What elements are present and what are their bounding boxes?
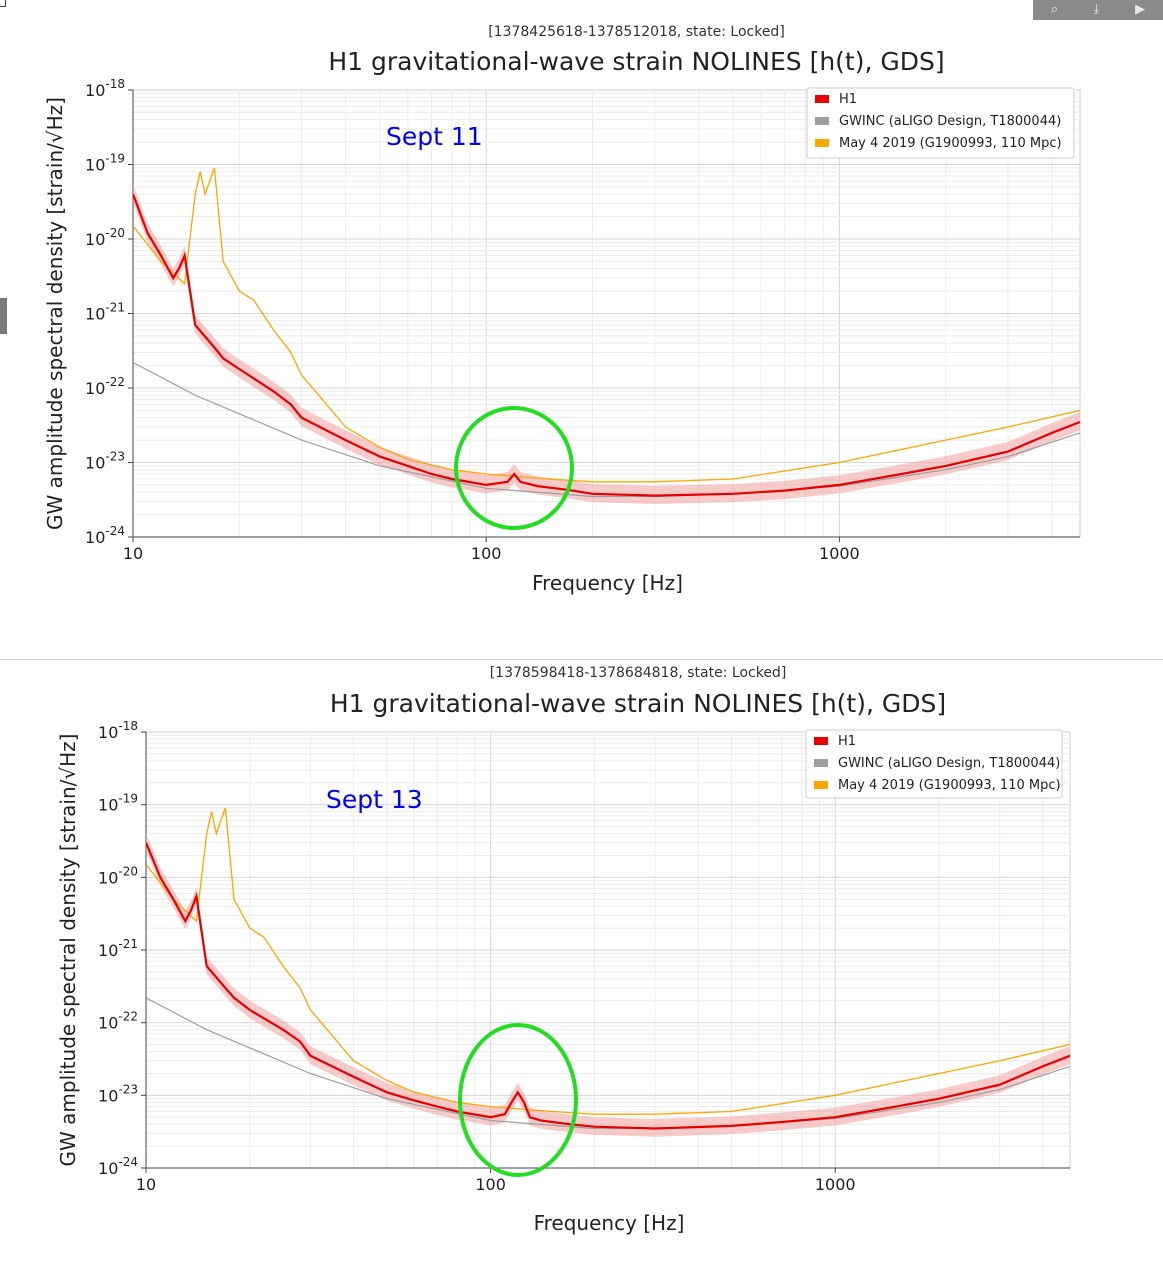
series-may-2019: [146, 807, 1070, 1115]
series-h1: [133, 193, 1080, 497]
y-tick-label: 10-23: [85, 450, 125, 473]
annotation-date: Sept 11: [386, 122, 483, 151]
x-axis-label: Frequency [Hz]: [532, 571, 683, 595]
y-tick-label: 10-23: [98, 1082, 138, 1105]
y-tick-label: 10-19: [98, 792, 138, 815]
series-group: [146, 807, 1070, 1137]
series-gwinc: [146, 997, 1070, 1130]
x-tick-label: 10: [123, 544, 143, 563]
legend-label: May 4 2019 (G1900993, 110 Mpc): [838, 778, 1061, 793]
highlight-circle: [458, 1023, 578, 1177]
highlight-circle: [454, 406, 574, 530]
chart-panel-sept-13: 10 100 1000 10-18 10-19 10-20 10-21 10-22 10-23 1…: [0, 640, 1163, 1261]
legend-label: GWINC (aLIGO Design, T1800044): [839, 114, 1061, 129]
y-tick-label: 10-20: [98, 864, 138, 887]
download-icon[interactable]: ⤓: [1093, 2, 1100, 17]
legend-swatch: [814, 759, 828, 767]
y-tick-label: 10-22: [98, 1010, 138, 1033]
series-may-2019: [133, 167, 1080, 483]
y-tick-label: 10-18: [85, 77, 125, 100]
series-h1: [146, 842, 1070, 1130]
corner-marker: [0, 0, 6, 7]
legend-box: [805, 729, 1063, 799]
y-axis-label: GW amplitude spectral density [strain/√H…: [43, 97, 67, 530]
chart-supertitle: [1378425618-1378512018, state: Locked]: [488, 24, 785, 40]
panel-divider: [0, 659, 1163, 660]
plot-toolbar: ⌕ ⤓ ▶: [1033, 0, 1163, 20]
y-tick-label: 10-24: [85, 524, 125, 547]
chart-sept-11: 10 100 1000 10-18 10-19 10-20 10-21 10-22 10-23 1…: [43, 24, 1081, 595]
legend-label: May 4 2019 (G1900993, 110 Mpc): [839, 136, 1062, 151]
legend-swatch: [814, 781, 828, 789]
legend-label: H1: [838, 734, 856, 749]
y-tick-label: 10-19: [85, 152, 125, 175]
x-tick-label: 100: [471, 544, 502, 563]
chart-sept-13: 10 100 1000 10-18 10-19 10-20 10-21 10-22 10-23 1…: [56, 665, 1071, 1235]
y-tick-label: 10-21: [98, 937, 138, 960]
chart-panel-sept-11: 10 100 1000 10-18 10-19 10-20 10-21 10-22 10-23 1…: [43, 24, 1081, 595]
legend-box: [806, 87, 1075, 159]
legend: H1 GWINC (aLIGO Design, T1800044) May 4 20…: [805, 729, 1063, 799]
play-icon[interactable]: ▶: [1135, 2, 1146, 17]
chart-title: H1 gravitational-wave strain NOLINES [h(…: [330, 689, 946, 718]
x-tick-label: 10: [136, 1175, 156, 1194]
legend-label: GWINC (aLIGO Design, T1800044): [838, 756, 1060, 771]
legend: H1 GWINC (aLIGO Design, T1800044) May 4 20…: [806, 87, 1075, 159]
legend-swatch: [814, 737, 828, 745]
y-tick-label: 10-20: [85, 226, 125, 249]
side-panel-handle[interactable]: [0, 298, 7, 334]
x-tick-label: 1000: [819, 544, 860, 563]
x-tick-label: 100: [475, 1175, 506, 1194]
legend-swatch: [815, 95, 829, 103]
y-tick-label: 10-21: [85, 301, 125, 324]
x-axis-label: Frequency [Hz]: [534, 1211, 685, 1235]
series-gwinc: [133, 361, 1080, 498]
legend-label: H1: [839, 92, 857, 107]
y-axis-label: GW amplitude spectral density [strain/√H…: [56, 734, 80, 1167]
y-tick-label: 10-18: [98, 719, 138, 742]
y-tick-label: 10-24: [98, 1155, 138, 1178]
chart-title: H1 gravitational-wave strain NOLINES [h(…: [328, 47, 944, 76]
legend-swatch: [815, 117, 829, 125]
chart-supertitle: [1378598418-1378684818, state: Locked]: [490, 665, 787, 681]
series-group: [133, 167, 1080, 504]
y-tick-label: 10-22: [85, 375, 125, 398]
x-tick-label: 1000: [815, 1175, 856, 1194]
annotation-date: Sept 13: [326, 785, 423, 814]
legend-swatch: [815, 139, 829, 147]
zoom-icon[interactable]: ⌕: [1050, 2, 1059, 17]
